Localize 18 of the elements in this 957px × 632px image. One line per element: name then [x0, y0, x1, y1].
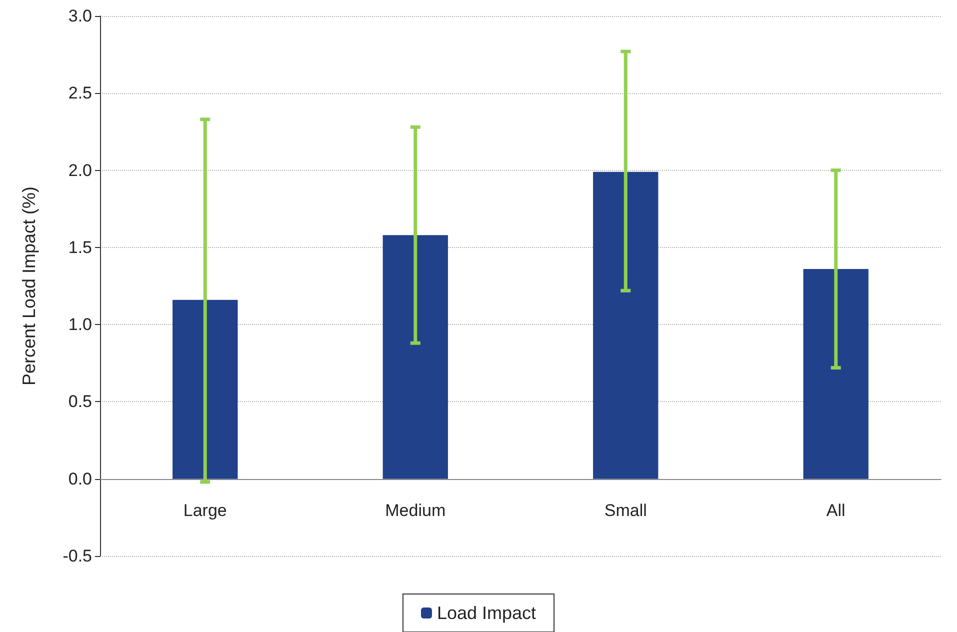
legend-label: Load Impact [436, 603, 536, 623]
y-tick-label: 2.5 [68, 84, 92, 103]
x-tick-label: All [826, 501, 846, 520]
y-tick-label: -0.5 [62, 546, 92, 566]
y-tick-label: 2.0 [68, 160, 92, 180]
y-tick-label: 3.0 [68, 6, 92, 26]
y-tick-label: 0.5 [68, 392, 92, 412]
bar [172, 300, 238, 479]
bar [382, 235, 448, 479]
x-tick-label: Medium [385, 501, 446, 520]
x-tick-label: Large [183, 501, 227, 520]
y-axis-title: Percent Load Impact (%) [19, 186, 39, 386]
y-tick-label: 0.0 [68, 469, 92, 488]
y-tick-label: 1.0 [68, 315, 92, 334]
bar [803, 269, 868, 479]
y-tick-label: 1.5 [68, 238, 92, 257]
bar [593, 172, 658, 479]
x-tick-label: Small [604, 501, 647, 520]
